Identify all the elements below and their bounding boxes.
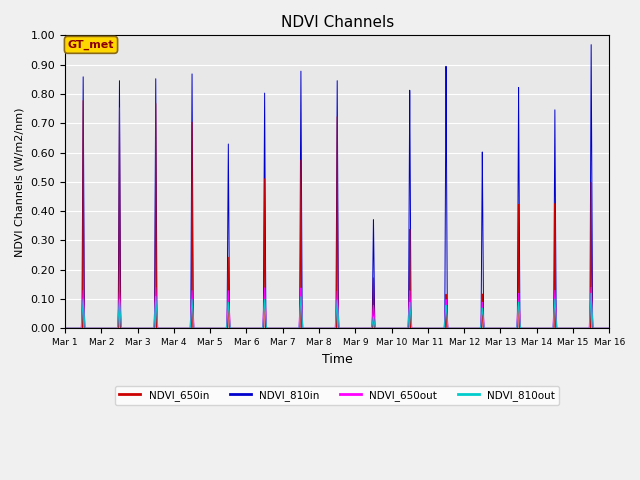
NDVI_650out (61, 325, 69, 331)
NDVI_650out (604, 325, 611, 331)
Line: NDVI_650in: NDVI_650in (65, 100, 609, 328)
NDVI_810in (178, 325, 186, 331)
NDVI_810out (605, 325, 613, 331)
Legend: NDVI_650in, NDVI_810in, NDVI_650out, NDVI_810out: NDVI_650in, NDVI_810in, NDVI_650out, NDV… (115, 386, 559, 405)
NDVI_810out (172, 325, 180, 331)
Y-axis label: NDVI Channels (W/m2/nm): NDVI Channels (W/m2/nm) (15, 107, 25, 257)
NDVI_810out (412, 325, 420, 331)
Line: NDVI_650out: NDVI_650out (65, 288, 609, 328)
NDVI_650in (61, 325, 69, 331)
Line: NDVI_810in: NDVI_810in (65, 45, 609, 328)
NDVI_810in (588, 42, 595, 48)
NDVI_810out (604, 325, 611, 331)
X-axis label: Time: Time (322, 353, 353, 366)
NDVI_810out (265, 325, 273, 331)
NDVI_650out (265, 325, 273, 331)
NDVI_650in (490, 325, 497, 331)
NDVI_650in (604, 325, 611, 331)
NDVI_650out (588, 285, 595, 290)
NDVI_650in (265, 325, 273, 331)
NDVI_810in (604, 325, 611, 331)
NDVI_650in (178, 325, 186, 331)
NDVI_810in (605, 325, 613, 331)
NDVI_650out (172, 325, 180, 331)
NDVI_650out (412, 325, 420, 331)
NDVI_650in (412, 325, 420, 331)
NDVI_810in (265, 325, 273, 331)
NDVI_810in (61, 325, 69, 331)
Line: NDVI_810out: NDVI_810out (65, 293, 609, 328)
NDVI_650in (79, 97, 87, 103)
NDVI_810out (61, 325, 69, 331)
Text: GT_met: GT_met (68, 40, 115, 50)
NDVI_810out (588, 290, 595, 296)
NDVI_650in (172, 325, 180, 331)
NDVI_810in (490, 325, 497, 331)
NDVI_810in (412, 325, 420, 331)
Title: NDVI Channels: NDVI Channels (280, 15, 394, 30)
NDVI_810out (490, 325, 497, 331)
NDVI_650out (178, 325, 186, 331)
NDVI_650out (605, 325, 613, 331)
NDVI_650in (605, 325, 613, 331)
NDVI_650out (490, 325, 497, 331)
NDVI_810out (178, 325, 186, 331)
NDVI_810in (172, 325, 180, 331)
